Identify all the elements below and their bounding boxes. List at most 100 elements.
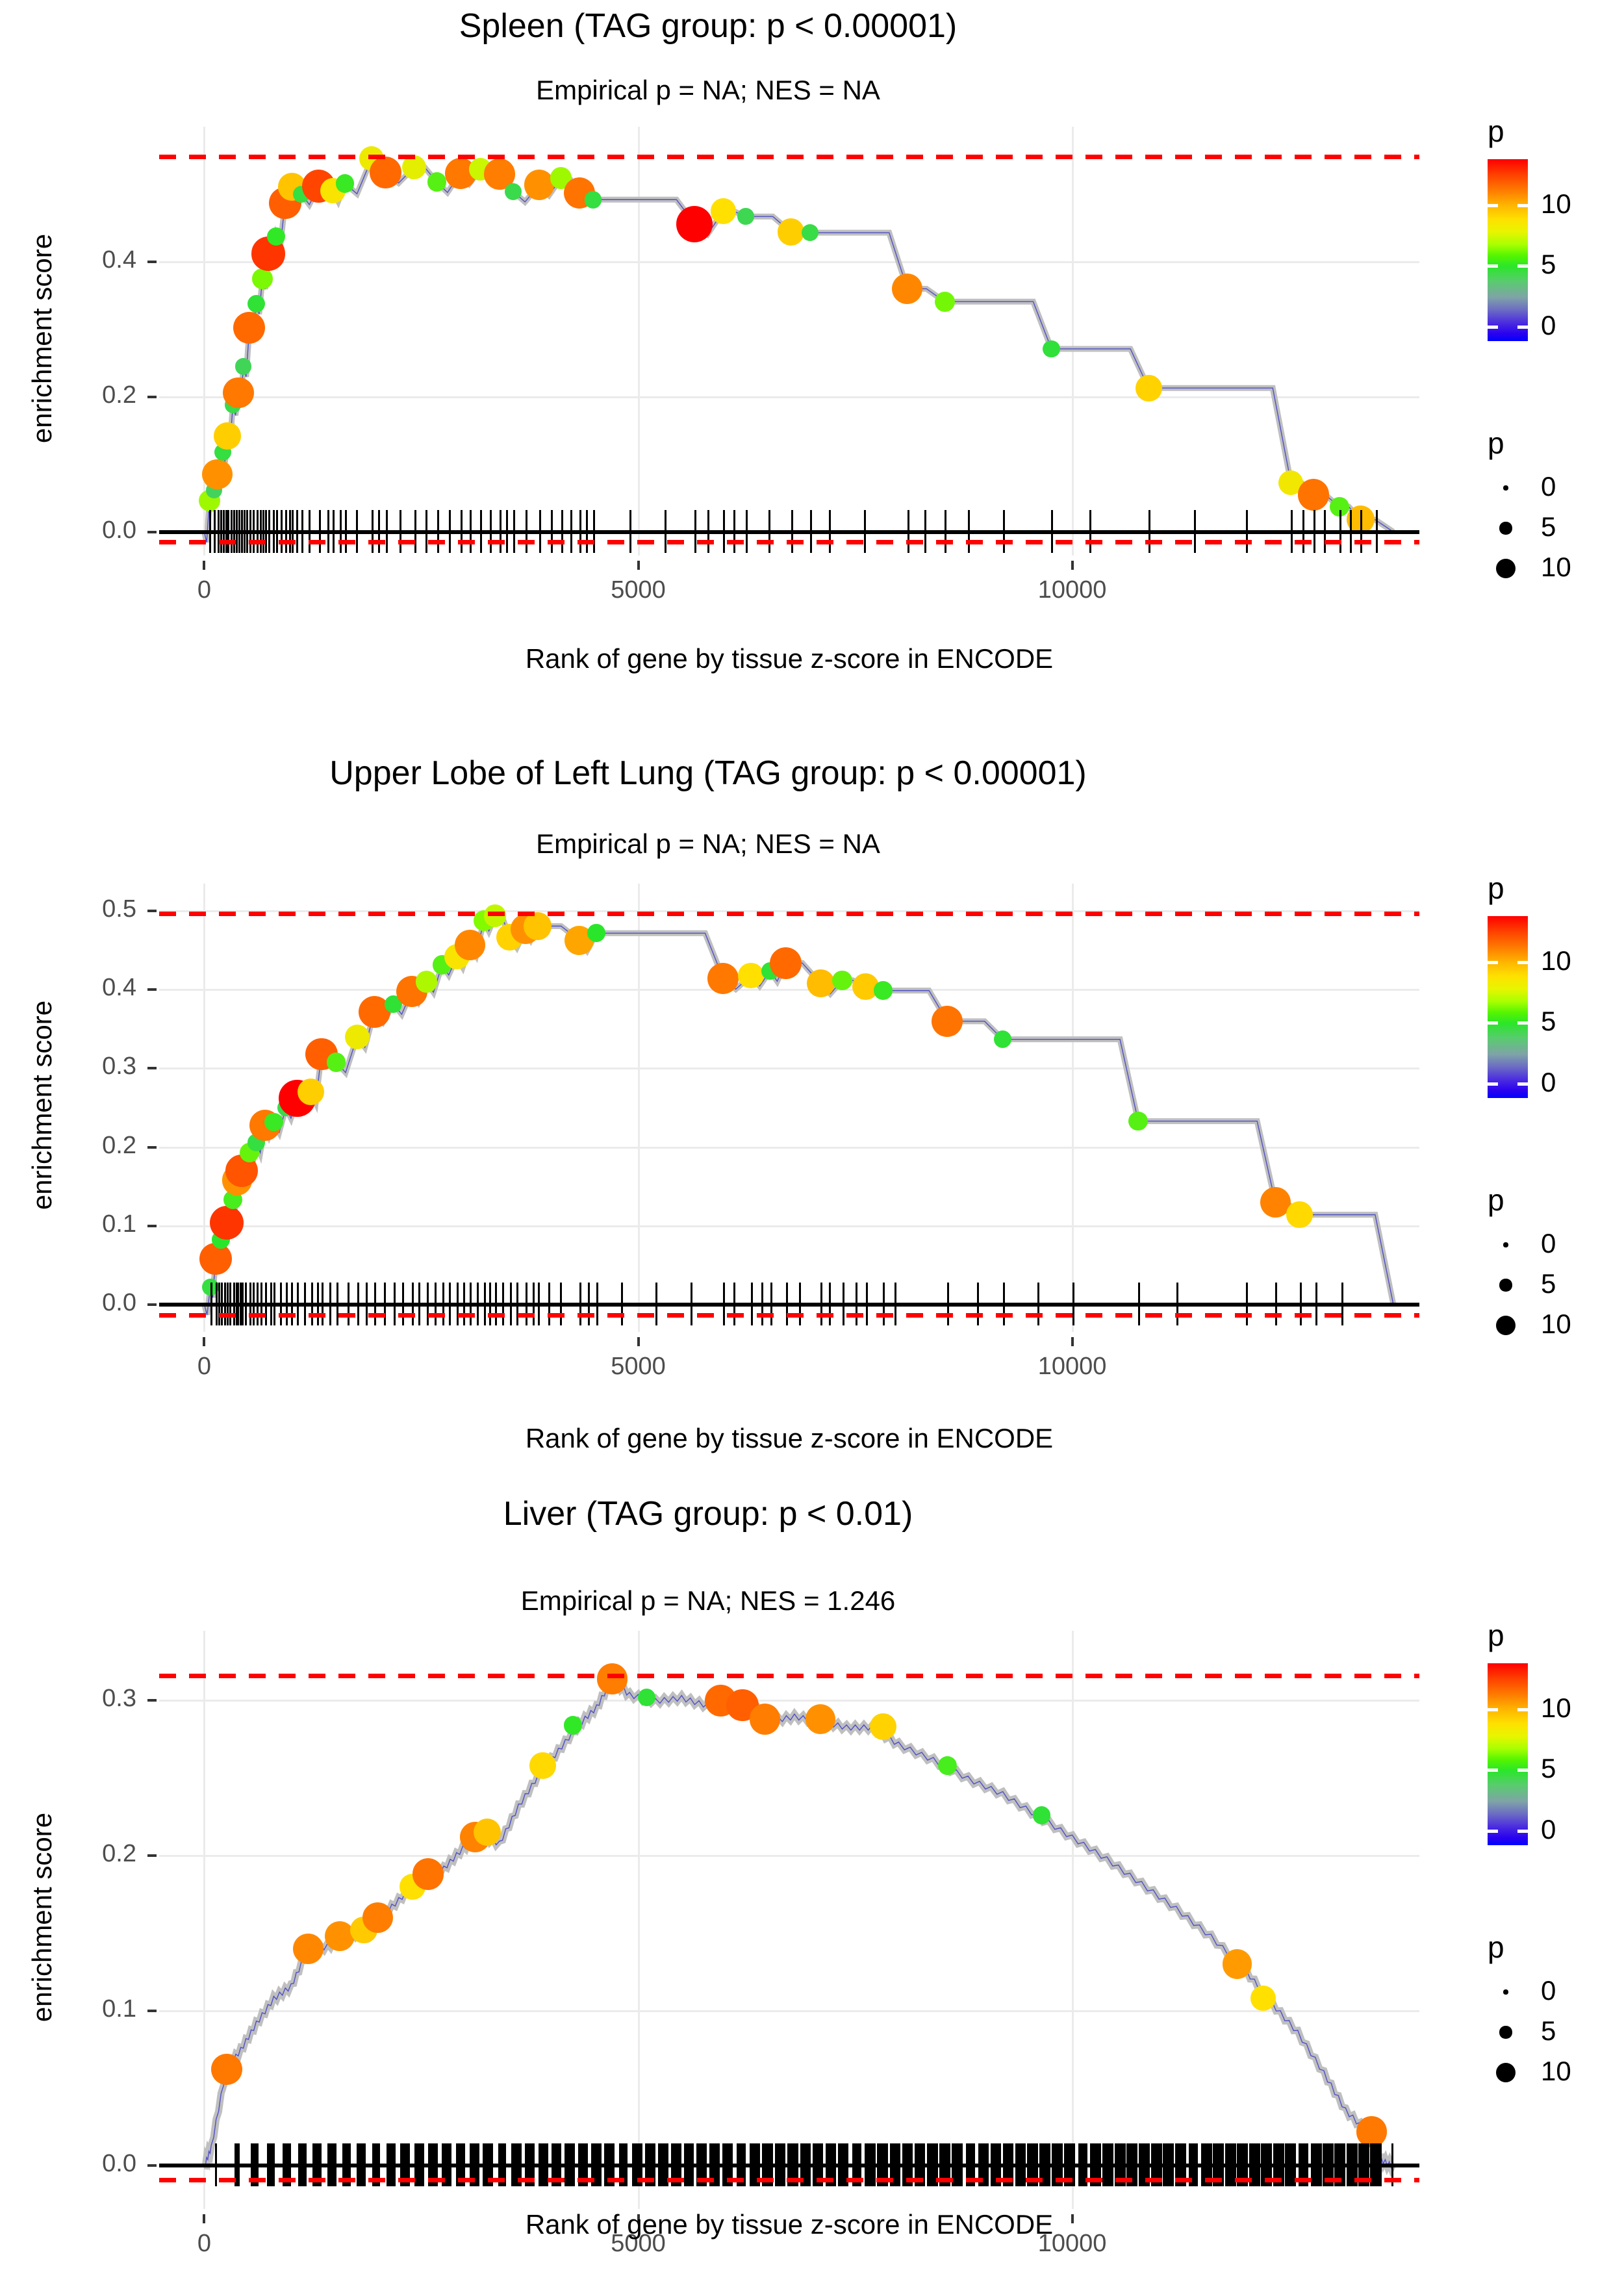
size-legend-dot bbox=[1495, 558, 1516, 579]
min-es-reference-line bbox=[159, 1313, 1419, 1318]
x-tick-mark bbox=[203, 1337, 206, 1346]
size-legend-dot bbox=[1503, 1242, 1508, 1247]
x-tick-mark bbox=[203, 2214, 206, 2223]
enrichment-point bbox=[737, 208, 754, 225]
size-legend-label: 5 bbox=[1541, 2015, 1556, 2046]
color-legend-tick bbox=[1488, 325, 1498, 329]
x-gridline bbox=[1071, 1631, 1074, 2209]
running-enrichment-line bbox=[201, 1665, 1397, 2178]
color-legend-tick bbox=[1517, 1829, 1528, 1833]
x-tick-mark bbox=[637, 1337, 640, 1346]
y-gridline bbox=[159, 261, 1419, 263]
enrichment-point bbox=[267, 227, 286, 246]
enrichment-point bbox=[596, 1663, 628, 1694]
color-legend-bar bbox=[1488, 1663, 1528, 1845]
size-legend-dot bbox=[1495, 2062, 1516, 2083]
enrichment-point bbox=[202, 459, 233, 490]
color-legend-tick-label: 5 bbox=[1541, 249, 1556, 280]
panel-title: Liver (TAG group: p < 0.01) bbox=[503, 1495, 913, 1533]
enrichment-point bbox=[415, 971, 438, 993]
y-gridline bbox=[159, 1067, 1419, 1070]
x-gridline bbox=[203, 884, 206, 1332]
y-tick-label: 0.2 bbox=[102, 1131, 136, 1159]
x-gridline bbox=[1071, 127, 1074, 556]
color-legend-tick bbox=[1517, 1769, 1528, 1772]
enrichment-point bbox=[738, 962, 765, 989]
x-tick-label: 10000 bbox=[1037, 2230, 1107, 2257]
enrichment-point bbox=[707, 963, 739, 995]
enrichment-point bbox=[770, 947, 802, 979]
color-legend-tick-label: 10 bbox=[1541, 1692, 1571, 1723]
y-tick-label: 0.2 bbox=[102, 381, 136, 409]
plot-area bbox=[159, 884, 1419, 1332]
max-es-reference-line bbox=[159, 154, 1419, 159]
enrichment-point bbox=[524, 912, 552, 940]
color-legend-tick bbox=[1488, 264, 1498, 268]
enrichment-point bbox=[214, 422, 241, 450]
x-tick-label: 0 bbox=[197, 576, 212, 604]
enrichment-point bbox=[1260, 1186, 1291, 1218]
color-legend-tick bbox=[1488, 960, 1498, 964]
enrichment-point bbox=[505, 183, 522, 200]
color-legend-bar bbox=[1488, 916, 1528, 1098]
y-tick-label: 0.2 bbox=[102, 1839, 136, 1867]
x-gridline bbox=[637, 884, 640, 1332]
enrichment-point bbox=[370, 157, 402, 189]
plot-area bbox=[159, 127, 1419, 556]
y-tick-label: 0.3 bbox=[102, 1685, 136, 1713]
enrichment-point bbox=[638, 1689, 656, 1707]
x-tick-mark bbox=[637, 2214, 640, 2223]
enrichment-point bbox=[529, 1752, 556, 1779]
color-legend-tick bbox=[1517, 960, 1528, 964]
size-legend-label: 0 bbox=[1541, 471, 1556, 502]
y-tick-label: 0.3 bbox=[102, 1053, 136, 1080]
y-tick-mark bbox=[147, 2164, 157, 2167]
size-legend-title: p bbox=[1488, 1930, 1504, 1964]
enrichment-point bbox=[454, 929, 485, 960]
x-gridline bbox=[637, 127, 640, 556]
enrichment-point bbox=[335, 174, 355, 193]
color-legend-tick-label: 0 bbox=[1541, 309, 1556, 340]
enrichment-point bbox=[1135, 374, 1162, 402]
color-legend-tick bbox=[1517, 325, 1528, 329]
y-tick-label: 0.5 bbox=[102, 895, 136, 923]
color-legend-tick bbox=[1517, 264, 1528, 268]
y-tick-label: 0.4 bbox=[102, 246, 136, 274]
enrichment-point bbox=[199, 1242, 232, 1275]
color-legend-bar bbox=[1488, 159, 1528, 341]
color-legend-tick bbox=[1517, 1082, 1528, 1086]
y-tick-mark bbox=[147, 910, 157, 913]
enrichment-point bbox=[777, 218, 805, 246]
zero-line bbox=[159, 2164, 1419, 2168]
enrichment-point bbox=[402, 155, 427, 179]
y-tick-label: 0.1 bbox=[102, 1995, 136, 2023]
y-tick-mark bbox=[147, 1145, 157, 1149]
y-tick-label: 0.4 bbox=[102, 974, 136, 1002]
enrichment-point bbox=[210, 1205, 244, 1240]
enrichment-point bbox=[427, 172, 447, 192]
color-legend-tick bbox=[1517, 203, 1528, 207]
enrichment-point bbox=[1297, 479, 1330, 511]
x-tick-mark bbox=[1071, 2214, 1074, 2223]
enrichment-point bbox=[326, 1052, 346, 1072]
enrichment-point bbox=[1222, 1949, 1252, 1979]
y-tick-label: 0.0 bbox=[102, 1288, 136, 1316]
enrichment-point bbox=[994, 1030, 1012, 1049]
enrichment-point bbox=[473, 1819, 501, 1846]
x-tick-label: 5000 bbox=[611, 1353, 666, 1380]
enrichment-point bbox=[211, 2054, 243, 2086]
size-legend-dot bbox=[1499, 522, 1512, 535]
enrichment-point bbox=[806, 969, 835, 998]
enrichment-point bbox=[1033, 1806, 1051, 1824]
enrichment-point bbox=[293, 1933, 324, 1964]
size-legend-label: 5 bbox=[1541, 511, 1556, 542]
enrichment-point bbox=[587, 924, 606, 943]
x-gridline bbox=[1071, 884, 1074, 1332]
panel-title: Spleen (TAG group: p < 0.00001) bbox=[459, 7, 958, 45]
enrichment-point bbox=[937, 1756, 957, 1776]
y-tick-label: 0.0 bbox=[102, 2150, 136, 2178]
enrichment-point bbox=[412, 1858, 444, 1890]
